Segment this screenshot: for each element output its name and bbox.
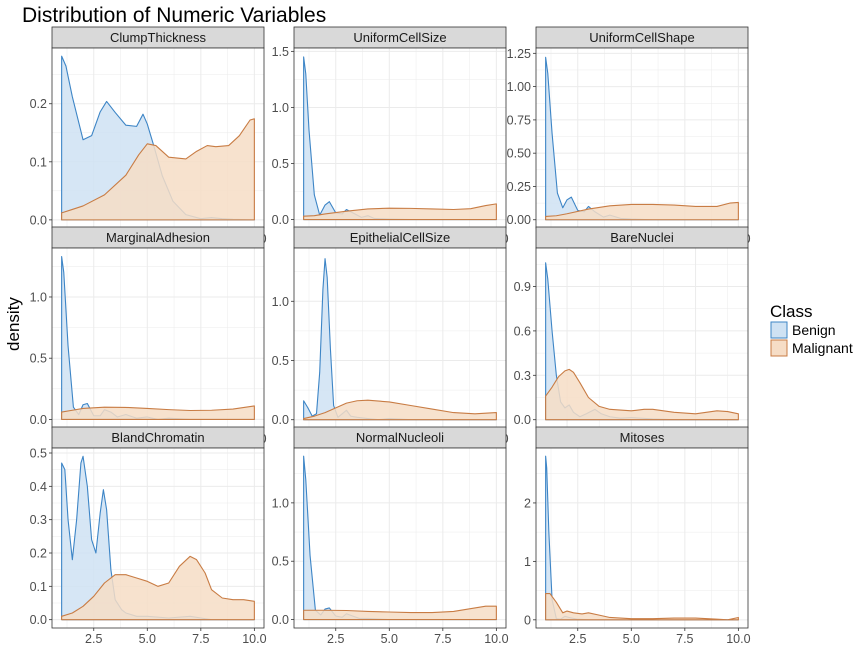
x-tick-label: 7.5 xyxy=(434,632,451,646)
y-tick-label: 1.0 xyxy=(30,290,47,304)
density-area-malignant xyxy=(61,405,255,420)
y-axis-label: density xyxy=(4,297,23,351)
density-area-malignant xyxy=(545,592,739,621)
y-tick-label: 0.0 xyxy=(272,613,289,627)
facet-panel-Mitoses: Mitoses 2.5 5.0 7.5 10.0 0 1 2 xyxy=(524,426,751,646)
y-tick-label: 0.0 xyxy=(272,413,289,427)
y-tick-label: 0.5 xyxy=(30,447,47,461)
y-tick-label: 1.00 xyxy=(507,80,531,94)
facet-panels: ClumpThickness2.55.07.510.00.00.10.2Unif… xyxy=(30,26,751,646)
y-tick-label: 2 xyxy=(524,496,531,510)
facet-strip-label: BareNuclei xyxy=(610,230,674,245)
facet-panel-NormalNucleoli: NormalNucleoli 2.5 5.0 7.5 10.0 0.0 0.5 1.0 xyxy=(272,426,509,646)
y-tick-label: 1.0 xyxy=(272,295,289,309)
panel-border xyxy=(51,447,265,629)
y-tick-label: 0.0 xyxy=(30,613,47,627)
y-tick-label: 0.00 xyxy=(507,213,531,227)
y-tick-label: 0.75 xyxy=(507,113,531,127)
facet-panel-BlandChromatin: BlandChromatin 2.5 5.0 7.5 10.0 0.0 0.1 0.2 0.3 0… xyxy=(30,426,267,646)
y-tick-label: 0.50 xyxy=(507,147,531,161)
y-tick-label: 0.0 xyxy=(30,413,47,427)
y-tick-label: 0.5 xyxy=(30,352,47,366)
panel-border xyxy=(293,447,507,629)
density-area-malignant xyxy=(303,605,497,621)
y-tick-label: 0.25 xyxy=(507,180,531,194)
x-tick-label: 5.0 xyxy=(623,632,640,646)
y-tick-label: 0 xyxy=(524,613,531,627)
y-tick-label: 0.9 xyxy=(514,280,531,294)
density-area-malignant xyxy=(303,399,497,421)
y-tick-label: 0.5 xyxy=(272,157,289,171)
y-tick-label: 0.3 xyxy=(30,513,47,527)
y-tick-label: 0.1 xyxy=(30,580,47,594)
y-tick-label: 1.0 xyxy=(272,101,289,115)
facet-strip-label: NormalNucleoli xyxy=(356,430,444,445)
facet-panel-UniformCellShape: UniformCellShape2.55.07.510.00.000.250.5… xyxy=(507,26,751,246)
density-area-malignant xyxy=(545,201,739,221)
x-tick-label: 2.5 xyxy=(327,632,344,646)
y-tick-label: 0.1 xyxy=(30,155,47,169)
y-tick-label: 0.5 xyxy=(272,555,289,569)
y-tick-label: 0.2 xyxy=(30,547,47,561)
chart-title: Distribution of Numeric Variables xyxy=(22,4,326,27)
density-area-malignant xyxy=(61,118,255,221)
y-tick-label: 0.0 xyxy=(30,213,47,227)
facet-panel-BareNuclei: BareNuclei3690.00.30.60.9 xyxy=(514,226,749,446)
y-tick-label: 1.0 xyxy=(272,496,289,510)
facet-strip-label: Mitoses xyxy=(620,430,665,445)
density-area-malignant xyxy=(545,368,739,421)
x-tick-label: 2.5 xyxy=(85,632,102,646)
y-tick-label: 0.5 xyxy=(272,354,289,368)
panel-background xyxy=(294,48,506,228)
panel-background xyxy=(536,448,748,628)
panel-background xyxy=(52,248,264,428)
x-tick-label: 2.5 xyxy=(569,632,586,646)
facet-strip-label: BlandChromatin xyxy=(111,430,204,445)
facet-panel-EpithelialCellSize: EpithelialCellSize2.55.07.510.00.00.51.0 xyxy=(272,226,509,446)
facet-strip-label: UniformCellSize xyxy=(353,30,446,45)
y-tick-label: 0.6 xyxy=(514,324,531,338)
facet-strip-label: UniformCellShape xyxy=(589,30,695,45)
x-tick-label: 7.5 xyxy=(676,632,693,646)
legend-label-benign: Benign xyxy=(792,322,836,338)
facet-strip-label: MarginalAdhesion xyxy=(106,230,210,245)
legend-key-benign xyxy=(770,321,788,339)
x-tick-label: 10.0 xyxy=(726,632,750,646)
y-tick-label: 0.2 xyxy=(30,97,47,111)
x-tick-label: 7.5 xyxy=(192,632,209,646)
y-tick-label: 1.25 xyxy=(507,47,531,61)
x-tick-label: 10.0 xyxy=(242,632,266,646)
facet-panel-UniformCellSize: UniformCellSize2.55.07.510.00.00.51.01.5 xyxy=(272,26,509,246)
y-tick-label: 0.0 xyxy=(272,213,289,227)
facet-panel-ClumpThickness: ClumpThickness2.55.07.510.00.00.10.2 xyxy=(30,26,267,246)
facet-panel-MarginalAdhesion: MarginalAdhesion2.55.07.510.00.00.51.0 xyxy=(30,226,267,446)
panel-background xyxy=(294,448,506,628)
legend-label-malignant: Malignant xyxy=(792,340,853,356)
panel-border xyxy=(535,447,749,629)
y-tick-label: 0.4 xyxy=(30,480,47,494)
facet-strip-label: ClumpThickness xyxy=(110,30,207,45)
y-tick-label: 1 xyxy=(524,555,531,569)
x-tick-label: 5.0 xyxy=(381,632,398,646)
legend: Class Benign Malignant xyxy=(770,302,853,357)
legend-key-malignant xyxy=(770,339,788,357)
y-tick-label: 1.5 xyxy=(272,45,289,59)
facet-strip-label: EpithelialCellSize xyxy=(350,230,450,245)
legend-title: Class xyxy=(770,302,813,321)
y-tick-label: 0.0 xyxy=(514,413,531,427)
density-area-malignant xyxy=(61,555,255,621)
x-tick-label: 10.0 xyxy=(484,632,508,646)
y-tick-label: 0.3 xyxy=(514,369,531,383)
x-tick-label: 5.0 xyxy=(139,632,156,646)
density-area-malignant xyxy=(303,203,497,221)
